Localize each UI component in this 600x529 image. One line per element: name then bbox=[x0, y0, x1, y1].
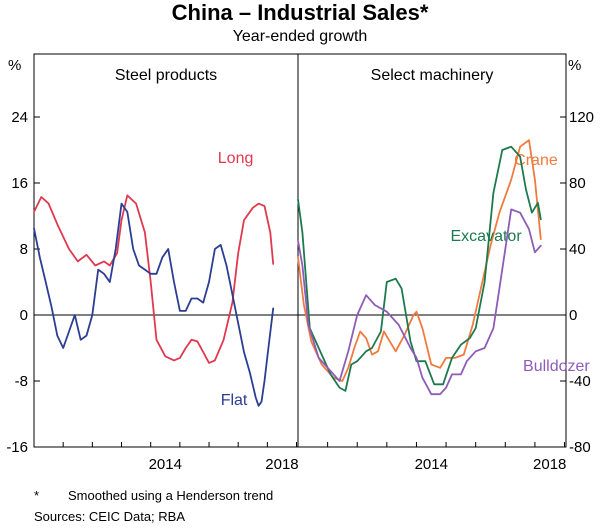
chart-subtitle: Year-ended growth bbox=[232, 28, 368, 45]
series-bulldozer-line bbox=[297, 208, 542, 396]
panel-select-machinery-xtick-label: 2018 bbox=[533, 456, 566, 473]
panel-steel-products-ytick-label: 8 bbox=[20, 241, 28, 258]
plot-frame bbox=[33, 53, 567, 448]
panel-steel-products-ytick-label: 0 bbox=[20, 307, 28, 324]
series-flat-label: Flat bbox=[221, 392, 248, 409]
panel-select-machinery-title: Select machinery bbox=[371, 67, 494, 84]
series-crane-line bbox=[297, 139, 542, 382]
panel-steel-products-xtick-label: 2014 bbox=[149, 456, 182, 473]
panel-select-machinery-ytick-label: -80 bbox=[569, 439, 591, 456]
footnote-text: Smoothed using a Henderson trend bbox=[68, 488, 274, 503]
panel-select-machinery-ytick-label: 80 bbox=[569, 175, 586, 192]
series-long-label: Long bbox=[218, 150, 254, 167]
panel-steel-products-ytick-label: -16 bbox=[6, 439, 28, 456]
panel-steel-products-unit-label: % bbox=[8, 57, 21, 74]
panel-select-machinery-ytick-label: -40 bbox=[569, 373, 591, 390]
panel-select-machinery-unit-label: % bbox=[568, 57, 581, 74]
panel-steel-products-xtick-label: 2018 bbox=[265, 456, 298, 473]
panel-steel-products-ytick-label: -8 bbox=[15, 373, 28, 390]
chart-title: China – Industrial Sales* bbox=[171, 0, 429, 25]
panel-select-machinery-ytick-label: 0 bbox=[569, 307, 577, 324]
series-excavator-label: Excavator bbox=[451, 228, 523, 245]
series-long-line bbox=[33, 194, 275, 364]
sources-note: Sources: CEIC Data; RBA bbox=[34, 509, 185, 524]
series-bulldozer-label: Bulldozer bbox=[523, 358, 590, 375]
panel-select-machinery-ytick-label: 40 bbox=[569, 241, 586, 258]
panel-steel-products-title: Steel products bbox=[115, 67, 217, 84]
panel-select-machinery-ytick-label: 120 bbox=[569, 109, 594, 126]
footnote: * Smoothed using a Henderson trend bbox=[34, 487, 273, 504]
panel-steel-products-ytick-label: 16 bbox=[11, 175, 28, 192]
footnote-marker: * bbox=[34, 488, 40, 503]
panel-select-machinery-xtick-label: 2014 bbox=[415, 456, 448, 473]
series-excavator-line bbox=[297, 145, 542, 392]
series-crane-label: Crane bbox=[514, 152, 558, 169]
series-flat-line bbox=[33, 202, 275, 407]
panel-steel-products-ytick-label: 24 bbox=[11, 109, 28, 126]
